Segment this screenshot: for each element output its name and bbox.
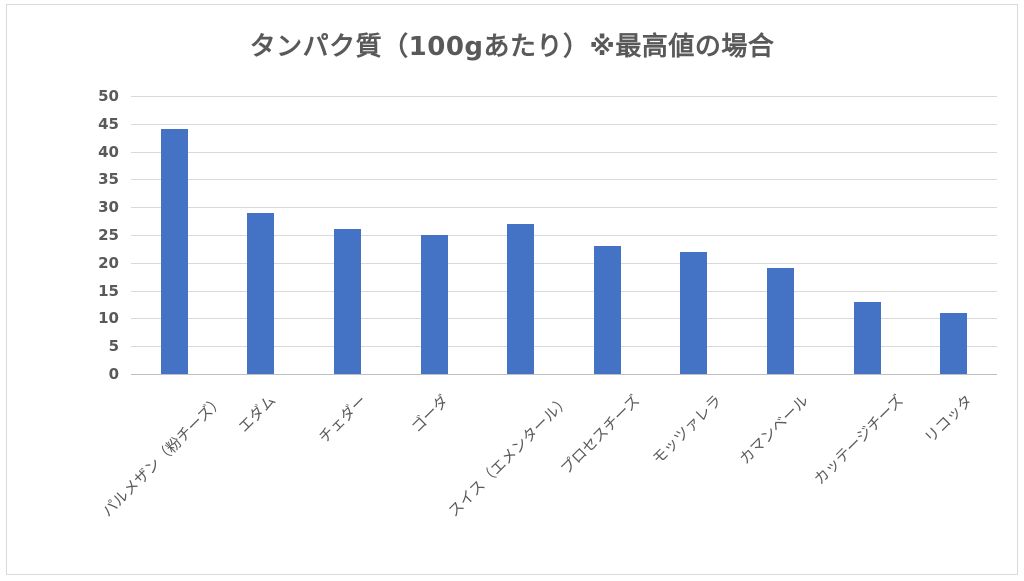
gridline [131, 235, 997, 236]
gridline [131, 374, 997, 375]
gridline [131, 290, 997, 292]
y-tick-label: 20 [98, 253, 119, 272]
y-tick-label: 5 [108, 337, 119, 356]
gridline [131, 151, 997, 153]
gridline [131, 207, 997, 209]
y-tick-label: 45 [98, 114, 119, 133]
gridline [131, 318, 997, 320]
y-tick-label: 10 [98, 309, 119, 328]
bar [420, 235, 448, 374]
bar [593, 246, 621, 374]
chart-title: タンパク質（100gあたり）※最高値の場合 [249, 32, 775, 62]
y-tick-label: 40 [98, 142, 119, 161]
gridline [131, 262, 997, 264]
y-tick-label: 0 [108, 365, 119, 383]
gridline [131, 179, 997, 181]
y-tick-label: 25 [98, 226, 119, 244]
gridline [131, 123, 997, 125]
y-tick-label: 15 [98, 281, 119, 300]
bar [507, 223, 535, 374]
y-tick-label: 35 [98, 170, 119, 189]
bar [160, 129, 188, 374]
gridline [131, 96, 997, 97]
bar [680, 251, 708, 374]
bar [853, 301, 881, 374]
bar [940, 312, 968, 374]
bar [247, 212, 275, 374]
plot-area [131, 96, 997, 375]
y-tick-label: 50 [98, 87, 119, 105]
gridline [131, 346, 997, 348]
bar [334, 229, 361, 374]
y-tick-label: 30 [98, 198, 119, 217]
bar [767, 268, 794, 374]
